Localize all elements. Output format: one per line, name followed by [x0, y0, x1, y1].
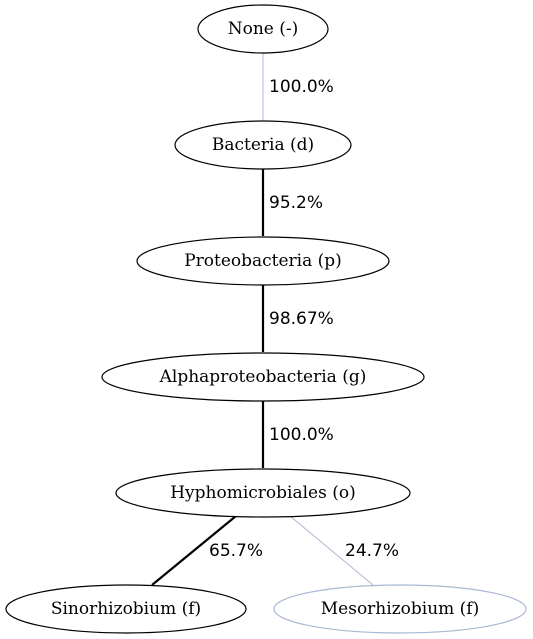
node-bacteria: Bacteria (d) — [174, 120, 352, 170]
nodes: None (-) Bacteria (d) Proteobacteria (p)… — [5, 4, 527, 634]
edge-label-proteobacteria-alphaproteobacteria: 98.67% — [269, 309, 334, 329]
node-none-shape — [197, 4, 329, 54]
node-mesorhizobium-label: Mesorhizobium (f) — [321, 599, 479, 619]
edge-hyphomicrobiales-mesorhizobium — [289, 515, 374, 586]
node-bacteria-label: Bacteria (d) — [212, 135, 314, 155]
node-proteobacteria-label: Proteobacteria (p) — [184, 251, 342, 271]
node-hyphomicrobiales-shape — [115, 468, 411, 518]
node-mesorhizobium-shape — [273, 584, 527, 634]
node-sinorhizobium: Sinorhizobium (f) — [5, 584, 247, 634]
node-sinorhizobium-label: Sinorhizobium (f) — [51, 599, 201, 619]
edge-label-bacteria-proteobacteria: 95.2% — [269, 193, 323, 213]
node-sinorhizobium-shape — [5, 584, 247, 634]
node-none: None (-) — [197, 4, 329, 54]
node-hyphomicrobiales-label: Hyphomicrobiales (o) — [170, 483, 356, 503]
edge-hyphomicrobiales-sinorhizobium — [151, 515, 237, 586]
node-mesorhizobium: Mesorhizobium (f) — [273, 584, 527, 634]
node-proteobacteria-shape — [136, 236, 390, 286]
node-hyphomicrobiales: Hyphomicrobiales (o) — [115, 468, 411, 518]
edge-label-hyphomicrobiales-mesorhizobium: 24.7% — [345, 541, 399, 561]
edges: 100.0% 95.2% 98.67% 100.0% 65.7% 24.7% — [151, 53, 399, 586]
node-alphaproteobacteria: Alphaproteobacteria (g) — [101, 352, 425, 402]
node-alphaproteobacteria-shape — [101, 352, 425, 402]
edge-label-none-bacteria: 100.0% — [269, 77, 334, 97]
edge-label-alphaproteobacteria-hyphomicrobiales: 100.0% — [269, 425, 334, 445]
edge-label-hyphomicrobiales-sinorhizobium: 65.7% — [209, 541, 263, 561]
node-bacteria-shape — [174, 120, 352, 170]
node-proteobacteria: Proteobacteria (p) — [136, 236, 390, 286]
node-none-label: None (-) — [228, 19, 299, 39]
node-alphaproteobacteria-label: Alphaproteobacteria (g) — [159, 367, 367, 387]
